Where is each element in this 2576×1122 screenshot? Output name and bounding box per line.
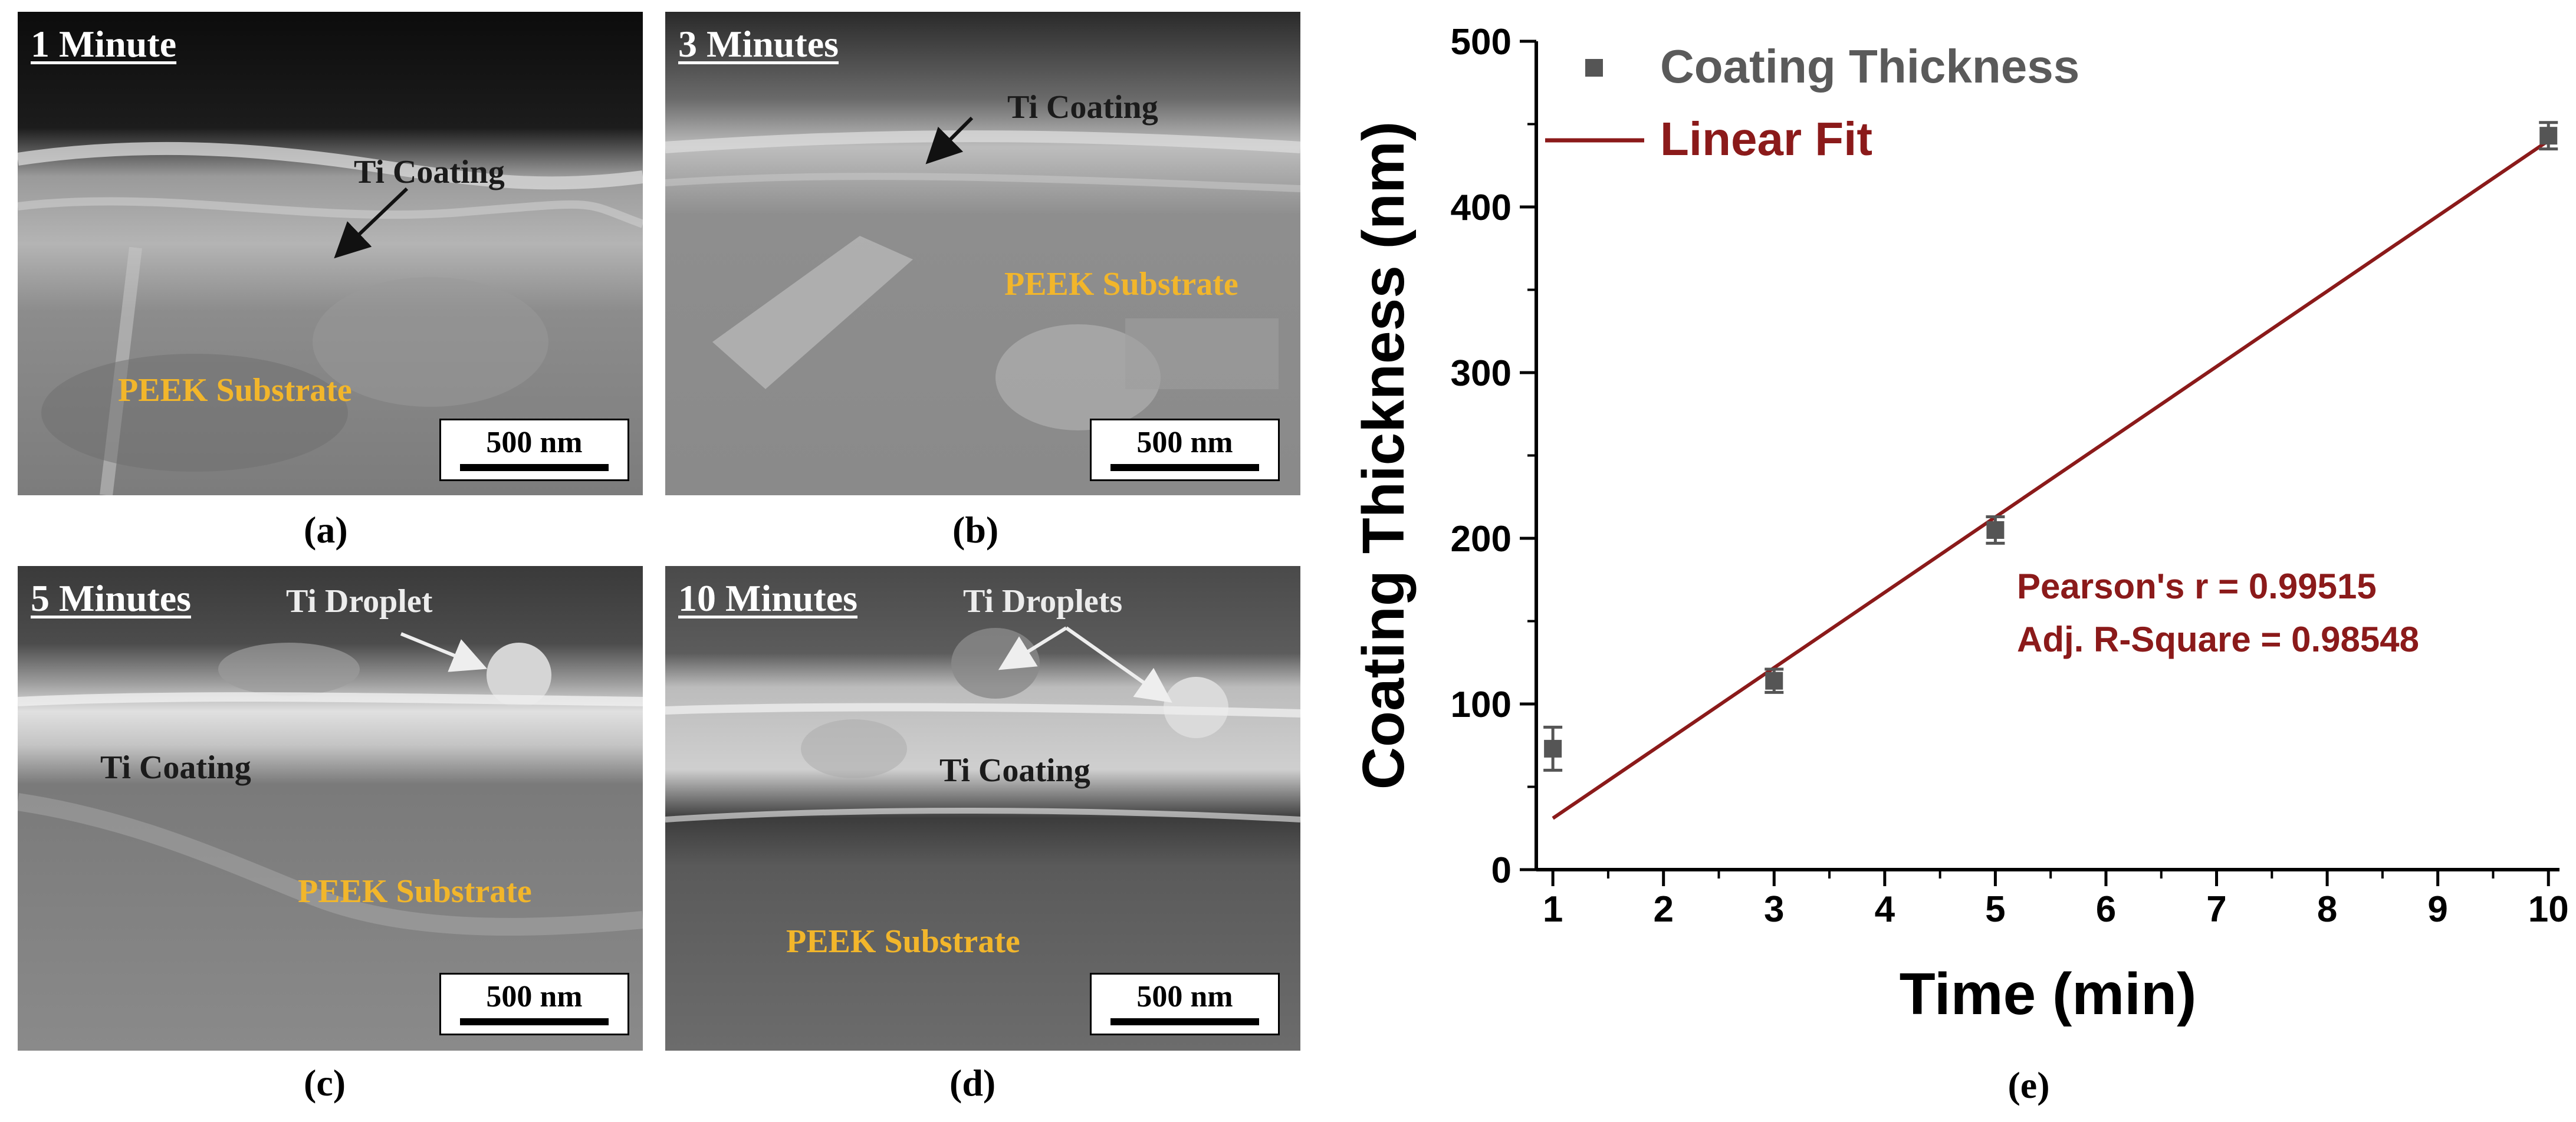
data-point [2539,127,2558,145]
scale-bar-label: 500 nm [486,426,583,459]
x-axis-title: Time (min) [1900,961,2197,1027]
scale-bar-line [460,1018,609,1025]
coating-label: Ti Coating [100,749,251,786]
x-tick-label: 2 [1653,889,1673,930]
coating-label: Ti Coating [939,752,1090,789]
sem-image-a [18,12,643,495]
legend-marker-thickness [1585,59,1603,77]
scale-bar-line [1110,1018,1259,1025]
caption-e: (e) [2007,1064,2049,1106]
caption-c: (c) [304,1062,346,1104]
x-tick-label: 3 [1764,889,1784,930]
data-point [1986,521,2005,539]
sem-image-b [665,12,1300,495]
substrate-label: PEEK Substrate [118,372,352,409]
sem-image-d [665,566,1300,1051]
x-tick-label: 10 [2528,889,2569,930]
x-tick-label: 4 [1875,889,1895,930]
data-point [1544,739,1562,758]
y-tick-label: 0 [1491,850,1512,891]
scale-bar-line [1110,464,1259,471]
sem-panel-b: 3 Minutes Ti Coating PEEK Substrate 500 … [665,12,1300,495]
legend-label-fit: Linear Fit [1660,113,1872,165]
y-tick-label: 400 [1451,187,1512,228]
substrate-label: PEEK Substrate [786,923,1020,960]
scale-bar: 500 nm [1090,973,1280,1035]
scale-bar: 500 nm [439,973,629,1035]
x-tick-label: 8 [2317,889,2337,930]
sem-panel-c: 5 Minutes Ti Droplet Ti Coating PEEK Sub… [18,566,643,1051]
scale-bar: 500 nm [439,419,629,481]
scale-bar-label: 500 nm [486,980,583,1014]
scale-bar-line [460,464,609,471]
caption-a: (a) [304,509,348,551]
coating-label: Ti Coating [354,154,505,190]
y-tick-label: 100 [1451,685,1512,725]
data-point [1765,672,1783,690]
sem-image-c [18,566,643,1051]
panel-title: 1 Minute [31,23,177,65]
y-tick-label: 200 [1451,519,1512,560]
sem-panel-a: 1 Minute Ti Coating PEEK Substrate 500 n… [18,12,643,495]
x-tick-label: 5 [1985,889,2005,930]
sem-panel-d: 10 Minutes Ti Droplets Ti Coating PEEK S… [665,566,1300,1051]
x-tick-label: 6 [2096,889,2116,930]
panel-title: 5 Minutes [31,577,191,619]
panel-title: 3 Minutes [678,23,839,65]
substrate-label: PEEK Substrate [298,873,532,910]
legend-label-thickness: Coating Thickness [1660,40,2079,93]
scale-bar: 500 nm [1090,419,1280,481]
pearson-annotation: Pearson's r = 0.99515 [2017,567,2377,606]
scale-bar-label: 500 nm [1136,980,1233,1014]
linear-fit-line [1552,139,2549,820]
x-tick-label: 7 [2206,889,2226,930]
y-axis-title: Coating Thickness (nm) [1351,121,1417,789]
y-tick-label: 300 [1451,353,1512,394]
caption-b: (b) [952,509,999,551]
scale-bar-label: 500 nm [1136,426,1233,459]
coating-label: Ti Coating [1007,89,1158,126]
panel-title: 10 Minutes [678,577,857,619]
droplet-label: Ti Droplets [963,583,1123,620]
substrate-label: PEEK Substrate [1004,266,1238,302]
droplet-label: Ti Droplet [286,583,433,620]
r-square-annotation: Adj. R-Square = 0.98548 [2017,620,2419,659]
x-tick-label: 9 [2427,889,2447,930]
y-tick-label: 500 [1451,22,1512,62]
x-tick-label: 1 [1543,889,1563,930]
caption-d: (d) [949,1062,996,1104]
